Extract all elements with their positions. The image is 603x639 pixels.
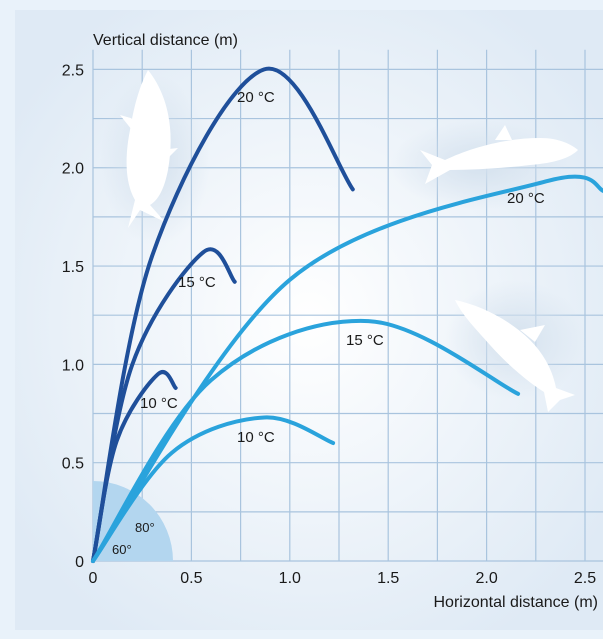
trajectory-60deg-10c bbox=[91, 415, 336, 563]
curve-label-60deg-20c: 20 °C bbox=[507, 190, 545, 207]
y-tick-label: 0 bbox=[75, 554, 84, 571]
x-tick-label: 1.5 bbox=[377, 570, 399, 587]
angle-label-80: 80° bbox=[135, 520, 155, 535]
y-axis-title: Vertical distance (m) bbox=[93, 32, 238, 49]
trajectory-60deg-20c bbox=[91, 174, 603, 563]
x-axis-title: Horizontal distance (m) bbox=[434, 594, 599, 611]
curve-label-80deg-10c: 10 °C bbox=[140, 395, 178, 412]
launch-angle-arc: 60°80° bbox=[93, 481, 173, 561]
trajectory-80deg-10c bbox=[91, 370, 178, 563]
y-tick-label: 1.5 bbox=[62, 259, 84, 276]
trajectory-60deg-15c bbox=[91, 318, 521, 563]
curve-label-80deg-20c: 20 °C bbox=[237, 89, 275, 106]
axis-ticks: 0 0.5 1.0 1.5 2.0 2.5 0 0.5 1.0 1.5 2.0 2.5 bbox=[62, 62, 596, 587]
angle-arc bbox=[93, 481, 173, 561]
x-tick-label: 2.5 bbox=[574, 570, 596, 587]
fish-illustration-upper-left bbox=[100, 70, 210, 245]
trajectory-curves bbox=[91, 66, 603, 563]
angle-label-60: 60° bbox=[112, 542, 132, 557]
x-tick-label: 0.5 bbox=[180, 570, 202, 587]
x-tick-label: 2.0 bbox=[475, 570, 497, 587]
y-tick-label: 2.0 bbox=[62, 161, 84, 178]
y-tick-label: 0.5 bbox=[62, 456, 84, 473]
x-tick-label: 1.0 bbox=[279, 570, 301, 587]
y-tick-label: 1.0 bbox=[62, 357, 84, 374]
curve-label-60deg-15c: 15 °C bbox=[346, 332, 384, 349]
curve-labels: 20 °C 15 °C 10 °C 20 °C 15 °C 10 °C bbox=[140, 89, 545, 446]
y-tick-label: 2.5 bbox=[62, 62, 84, 79]
x-tick-label: 0 bbox=[89, 570, 98, 587]
curve-label-60deg-10c: 10 °C bbox=[237, 429, 275, 446]
curve-label-80deg-15c: 15 °C bbox=[178, 274, 216, 291]
